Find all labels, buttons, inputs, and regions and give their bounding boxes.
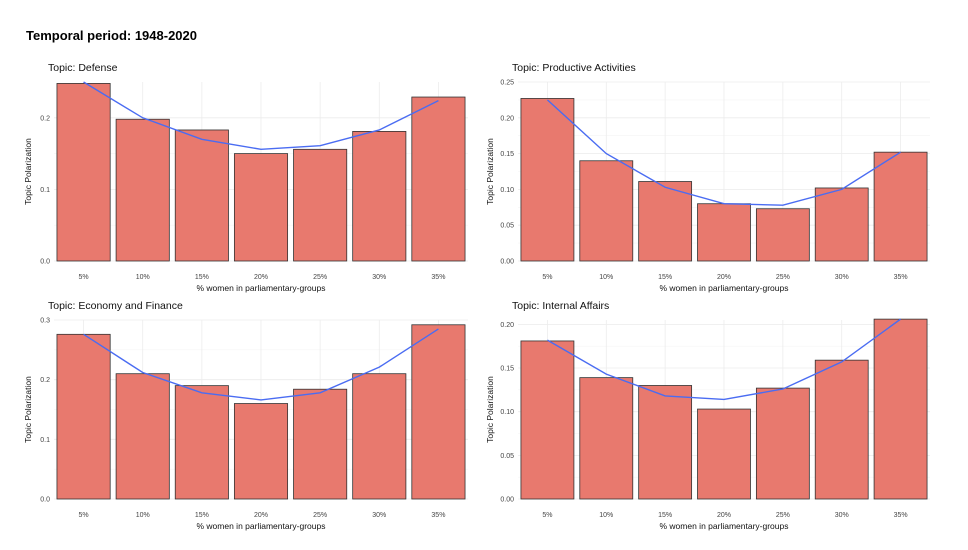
chart-plot-productive-activities: 0.00 0.05 0.10 0.15 0.20 0.25 5% 10% 15% 20% 25% 30… (485, 80, 930, 293)
y-tick-label: 0.20 (500, 322, 514, 329)
x-tick-label: 20% (717, 512, 731, 519)
bar-30pct (814, 187, 869, 262)
bar-5pct (520, 340, 575, 500)
y-tick-label: 0.0 (40, 259, 50, 266)
x-tick-label: 20% (717, 274, 731, 281)
x-tick-label: 35% (431, 274, 445, 281)
x-tick-label: 10% (136, 274, 150, 281)
y-tick-label: 0.1 (40, 437, 50, 444)
trend-line (83, 328, 439, 401)
x-tick-label: 30% (372, 512, 386, 519)
x-tick-label: 35% (894, 274, 908, 281)
x-axis-title: % women in parliamentary-groups (197, 283, 326, 293)
y-tick-label: 0.15 (500, 366, 514, 373)
x-tick-label: 25% (776, 274, 790, 281)
bar-25pct (293, 148, 348, 262)
chart-title: Topic: Economy and Finance (48, 300, 183, 312)
y-tick-label: 0.15 (500, 151, 514, 158)
bar-10pct (579, 377, 634, 500)
bar-10pct (115, 118, 170, 262)
y-tick-label: 0.00 (500, 497, 514, 504)
trend-line (546, 99, 901, 206)
bar-20pct (233, 403, 289, 500)
x-tick-label: 35% (894, 512, 908, 519)
y-axis-title: Topic Polarization (485, 138, 495, 205)
bar-35pct (873, 151, 928, 262)
x-tick-label: 10% (599, 512, 613, 519)
bar-35pct (873, 318, 928, 500)
chart-panel-economy-finance: Topic: Economy and Finance 0.0 0.1 0.2 0.3 5… (22, 300, 472, 540)
y-tick-label: 0.05 (500, 453, 514, 460)
x-tick-label: 30% (835, 274, 849, 281)
bar-10pct (579, 160, 634, 262)
y-tick-label: 0.20 (500, 115, 514, 122)
y-tick-label: 0.0 (40, 497, 50, 504)
bar-20pct (697, 203, 751, 262)
y-tick-label: 0.10 (500, 187, 514, 194)
x-tick-label: 5% (542, 274, 552, 281)
bar-35pct (411, 96, 466, 262)
x-tick-label: 10% (136, 512, 150, 519)
chart-title: Topic: Defense (48, 62, 118, 74)
x-tick-label: 30% (835, 512, 849, 519)
y-axis-title: Topic Polarization (485, 376, 495, 443)
bar-30pct (814, 359, 869, 500)
x-tick-label: 25% (313, 512, 327, 519)
y-tick-label: 0.10 (500, 409, 514, 416)
bar-15pct (638, 385, 693, 500)
bar-10pct (115, 373, 170, 500)
x-tick-label: 5% (79, 512, 89, 519)
chart-panel-defense: Topic: Defense 0.0 0.1 0.2 5% 10% 15% 20% 25% 30… (22, 62, 472, 300)
y-tick-label: 0.1 (40, 187, 50, 194)
y-tick-label: 0.25 (500, 80, 514, 87)
y-tick-label: 0.05 (500, 223, 514, 230)
bar-5pct (56, 333, 111, 500)
x-axis-title: % women in parliamentary-groups (660, 521, 789, 531)
chart-panel-internal-affairs: Topic: Internal Affairs 0.00 0.05 0.10 0.15… (484, 300, 944, 540)
chart-plot-defense: 0.0 0.1 0.2 5% 10% 15% 20% 25% 30% 35% % women in … (23, 81, 468, 293)
bar-30pct (352, 373, 407, 500)
y-axis-title: Topic Polarization (23, 376, 33, 443)
chart-title: Topic: Productive Activities (512, 62, 636, 74)
bar-30pct (352, 131, 407, 262)
x-tick-label: 35% (431, 512, 445, 519)
chart-plot-economy-finance: 0.0 0.1 0.2 0.3 5% 10% 15% 20% 25% 30% 35% % women … (23, 318, 468, 531)
bar-15pct (638, 181, 693, 262)
bar-25pct (755, 387, 810, 500)
bar-20pct (233, 153, 289, 262)
x-tick-label: 15% (658, 274, 672, 281)
bar-25pct (755, 208, 810, 262)
x-tick-label: 10% (599, 274, 613, 281)
x-tick-label: 20% (254, 512, 268, 519)
chart-panel-productive-activities: Topic: Productive Activities 0.00 0.05 0.1… (484, 62, 944, 300)
bar-15pct (174, 385, 229, 500)
y-tick-label: 0.3 (40, 318, 50, 325)
bar-15pct (174, 129, 229, 262)
y-tick-label: 0.2 (40, 115, 50, 122)
bar-5pct (520, 98, 575, 262)
bar-35pct (411, 324, 466, 500)
bar-20pct (697, 408, 751, 500)
page-title: Temporal period: 1948-2020 (26, 28, 197, 43)
chart-plot-internal-affairs: 0.00 0.05 0.10 0.15 0.20 5% 10% 15% 20% 25% 30% 35%… (485, 318, 930, 531)
x-axis-title: % women in parliamentary-groups (660, 283, 789, 293)
x-tick-label: 5% (79, 274, 89, 281)
trend-line (547, 318, 901, 401)
y-axis-title: Topic Polarization (23, 138, 33, 205)
x-tick-label: 5% (542, 512, 552, 519)
y-tick-label: 0.2 (40, 377, 50, 384)
x-tick-label: 25% (313, 274, 327, 281)
bar-25pct (293, 388, 348, 500)
x-tick-label: 15% (195, 512, 209, 519)
bar-5pct (56, 83, 111, 262)
trend-line (83, 81, 439, 151)
x-tick-label: 25% (776, 512, 790, 519)
x-tick-label: 15% (195, 274, 209, 281)
y-tick-label: 0.00 (500, 259, 514, 266)
x-tick-label: 20% (254, 274, 268, 281)
chart-title: Topic: Internal Affairs (512, 300, 610, 312)
x-axis-title: % women in parliamentary-groups (197, 521, 326, 531)
x-tick-label: 15% (658, 512, 672, 519)
x-tick-label: 30% (372, 274, 386, 281)
